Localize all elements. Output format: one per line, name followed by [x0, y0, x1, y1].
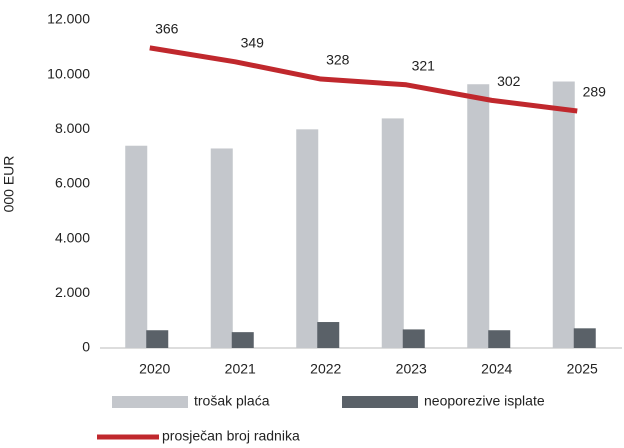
data-label: 328	[326, 52, 350, 68]
legend-swatch	[112, 396, 188, 408]
bar	[573, 328, 596, 348]
data-label: 321	[412, 57, 436, 73]
x-tick-label: 2022	[310, 361, 341, 377]
bar	[296, 129, 319, 348]
bar	[317, 322, 340, 348]
y-tick-label: 2.000	[55, 284, 90, 300]
legend-label: prosječan broj radnika	[162, 428, 300, 444]
x-tick-label: 2021	[225, 361, 256, 377]
y-tick-label: 10.000	[47, 65, 90, 81]
x-tick-label: 2023	[396, 361, 427, 377]
data-label: 366	[155, 21, 179, 37]
x-tick-label: 2020	[139, 361, 170, 377]
line	[149, 45, 578, 114]
bar	[488, 330, 511, 348]
legend-label: neoporezive isplate	[424, 393, 545, 409]
bar	[146, 330, 169, 348]
bar	[467, 84, 490, 348]
y-axis-label: 000 EUR	[1, 156, 17, 213]
bar	[231, 332, 254, 348]
y-tick-label: 0	[82, 339, 90, 355]
legend-swatch	[342, 396, 418, 408]
y-tick-label: 8.000	[55, 120, 90, 136]
bar	[552, 81, 575, 348]
bar	[402, 329, 425, 348]
x-tick-label: 2025	[567, 361, 598, 377]
bar	[125, 145, 148, 348]
y-tick-label: 6.000	[55, 175, 90, 191]
y-tick-label: 12.000	[47, 11, 90, 27]
legend-label: trošak plaća	[194, 393, 270, 409]
y-tick-label: 4.000	[55, 229, 90, 245]
bar	[381, 118, 404, 349]
x-tick-label: 2024	[481, 361, 512, 377]
data-label: 349	[241, 35, 265, 51]
bar	[210, 148, 233, 348]
data-label: 302	[497, 73, 521, 89]
data-label: 289	[583, 84, 607, 100]
